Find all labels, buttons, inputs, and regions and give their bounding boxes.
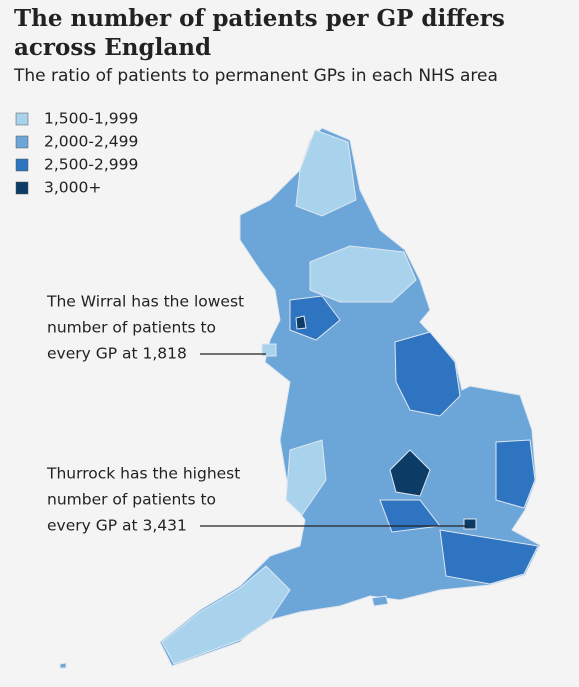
legend-swatch <box>15 181 29 195</box>
region <box>295 129 357 217</box>
region <box>495 439 536 509</box>
annotation-text: every GP at 1,818 <box>47 345 187 363</box>
map-regions <box>59 127 541 669</box>
region <box>295 315 307 330</box>
legend-label: 2,000-2,499 <box>44 133 138 151</box>
region <box>439 529 539 585</box>
region <box>161 565 291 665</box>
annotation-text: number of patients to <box>47 491 216 509</box>
england <box>159 127 541 667</box>
annotation-text: number of patients to <box>47 319 216 337</box>
annotations: The Wirral has the lowest number of patie… <box>46 293 244 535</box>
annotation-text: every GP at 3,431 <box>47 517 187 535</box>
isle-of-wight <box>371 595 389 607</box>
legend-label: 3,000+ <box>44 179 101 197</box>
isles-of-scilly <box>59 662 67 669</box>
title: The number of patients per GP differs ac… <box>14 5 505 61</box>
legend-swatch <box>15 112 29 126</box>
annotation-text: The Wirral has the lowest <box>46 293 244 311</box>
region <box>289 295 341 341</box>
legend-swatch <box>15 158 29 172</box>
region <box>285 439 327 516</box>
annotation-text: Thurrock has the highest <box>46 465 240 483</box>
legend: 1,500-1,999 2,000-2,499 2,500-2,999 3,000+ <box>15 110 138 197</box>
legend-label: 1,500-1,999 <box>44 110 138 128</box>
wirral <box>261 343 277 357</box>
subtitle: The ratio of patients to permanent GPs i… <box>14 66 498 86</box>
region <box>389 449 431 497</box>
region <box>309 245 417 303</box>
legend-label: 2,500-2,999 <box>44 156 138 174</box>
region <box>394 331 461 417</box>
thurrock <box>463 518 477 530</box>
legend-swatch <box>15 135 29 149</box>
